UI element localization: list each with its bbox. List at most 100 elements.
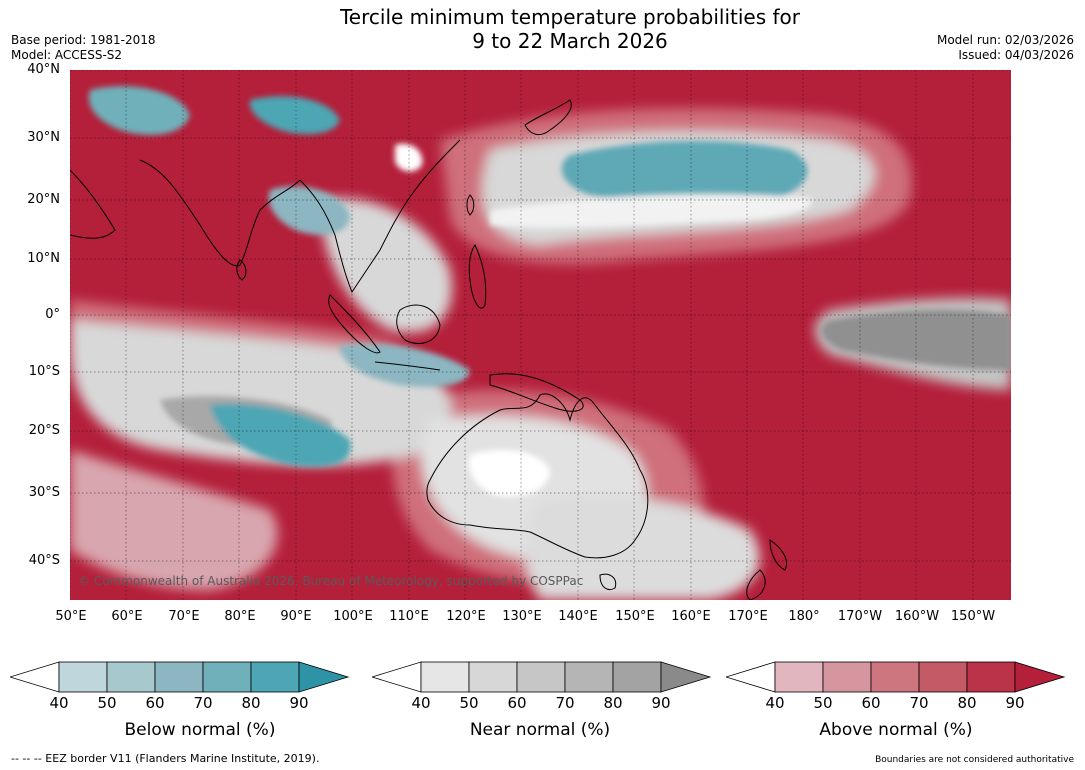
lon-label-60e: 60°E bbox=[111, 609, 143, 624]
colorbar-below-swatch-0 bbox=[58, 661, 108, 693]
colorbar-below bbox=[10, 661, 350, 693]
colorbar-near-tick: 60 bbox=[507, 694, 527, 712]
region-white-australia bbox=[468, 450, 550, 497]
coast-arabia bbox=[70, 169, 116, 239]
lat-label-40s: 40°S bbox=[28, 553, 60, 568]
region-below-normal-indian bbox=[210, 404, 351, 467]
region-near-normal-maritime bbox=[320, 198, 452, 333]
coast-sumatra bbox=[328, 294, 381, 354]
lon-label-140e: 140°E bbox=[558, 609, 598, 624]
lon-label-110e: 110°E bbox=[389, 609, 429, 624]
lat-label-20s: 20°S bbox=[28, 423, 60, 438]
coast-new-zealand-north bbox=[769, 539, 787, 571]
lon-label-130e: 130°E bbox=[502, 609, 542, 624]
coast-tasmania bbox=[599, 573, 617, 590]
model-run: Model run: 02/03/2026 bbox=[936, 33, 1074, 47]
coast-australia bbox=[426, 393, 649, 559]
colorbar-below-swatch-3 bbox=[202, 661, 252, 693]
colorbar-near-tick: 50 bbox=[459, 694, 479, 712]
lat-label-0: 0° bbox=[45, 307, 60, 322]
colorbar-near-swatch-3 bbox=[564, 661, 614, 693]
colorbar-above-tick: 80 bbox=[957, 694, 977, 712]
colorbar-above-swatch-0 bbox=[774, 661, 824, 693]
colorbar-near-swatch-4 bbox=[612, 661, 662, 693]
coast-se-asia bbox=[299, 139, 461, 294]
colorbar-above-swatch-3 bbox=[918, 661, 968, 693]
region-near-normal-dark-pacific bbox=[821, 309, 1011, 370]
base-period: Base period: 1981-2018 bbox=[11, 33, 156, 47]
title-line-2: 9 to 22 March 2026 bbox=[472, 29, 668, 53]
coast-japan bbox=[524, 99, 572, 136]
colorbar-above-tick: 70 bbox=[909, 694, 929, 712]
probability-map bbox=[70, 70, 1011, 600]
coast-borneo bbox=[396, 304, 441, 344]
lat-label-10n: 10°N bbox=[27, 251, 60, 266]
coast-new-guinea bbox=[489, 373, 584, 412]
lat-label-30n: 30°N bbox=[27, 130, 60, 145]
colorbar-near-tick: 70 bbox=[555, 694, 575, 712]
lon-label-70e: 70°E bbox=[168, 609, 200, 624]
colorbar-below-low-extend bbox=[10, 661, 60, 693]
lon-label-90e: 90°E bbox=[280, 609, 312, 624]
region-near-normal-southwest bbox=[70, 450, 278, 590]
lon-label-100e: 100°E bbox=[333, 609, 373, 624]
colorbar-above-high-extend bbox=[1014, 661, 1066, 693]
coast-java bbox=[374, 361, 441, 371]
colorbar-near-low-extend bbox=[372, 661, 422, 693]
colorbar-below-tick: 60 bbox=[145, 694, 165, 712]
lon-label-150w: 150°W bbox=[950, 609, 996, 624]
colorbar-above-swatch-4 bbox=[966, 661, 1016, 693]
meta-right: Model run: 02/03/2026 Issued: 04/03/2026 bbox=[937, 33, 1074, 63]
colorbar-below-tick: 70 bbox=[193, 694, 213, 712]
model-name: Model: ACCESS-S2 bbox=[11, 48, 123, 62]
coast-philippines bbox=[468, 244, 487, 309]
region-below-normal-himalaya bbox=[249, 96, 340, 135]
region-near-normal-south-tasman bbox=[525, 496, 760, 600]
colorbar-near-high-extend bbox=[660, 661, 712, 693]
lat-label-10s: 10°S bbox=[28, 364, 60, 379]
graticule bbox=[70, 70, 1011, 600]
region-below-normal-arabian bbox=[88, 86, 190, 135]
lon-label-180: 180° bbox=[788, 609, 820, 624]
colorbar-below-high-extend bbox=[298, 661, 350, 693]
colorbar-below-tick: 80 bbox=[241, 694, 261, 712]
lon-label-160e: 160°E bbox=[671, 609, 711, 624]
colorbar-near-swatch-1 bbox=[468, 661, 518, 693]
lon-label-170w: 170°W bbox=[837, 609, 883, 624]
colorbar-near-tick: 40 bbox=[411, 694, 431, 712]
colorbar-below-swatch-2 bbox=[154, 661, 204, 693]
colorbar-below-label: Below normal (%) bbox=[124, 720, 276, 740]
colorbar-near-swatch-2 bbox=[516, 661, 566, 693]
colorbar-above-tick: 40 bbox=[765, 694, 785, 712]
colorbar-above-tick: 50 bbox=[813, 694, 833, 712]
colorbar-below-tick: 50 bbox=[97, 694, 117, 712]
lat-label-40n: 40°N bbox=[27, 62, 60, 77]
colorbar-near-tick: 80 bbox=[603, 694, 623, 712]
colorbar-above bbox=[726, 661, 1066, 693]
lat-label-20n: 20°N bbox=[27, 192, 60, 207]
lat-label-30s: 30°S bbox=[28, 485, 60, 500]
colorbar-above-swatch-1 bbox=[822, 661, 872, 693]
eez-note: -- -- -- EEZ border V11 (Flanders Marine… bbox=[11, 752, 320, 765]
region-white-north-pacific-band bbox=[490, 194, 812, 228]
coast-india bbox=[139, 159, 301, 267]
colorbar-above-swatch-2 bbox=[870, 661, 920, 693]
lon-label-120e: 120°E bbox=[446, 609, 486, 624]
lon-label-150e: 150°E bbox=[615, 609, 655, 624]
chart-title: Tercile minimum temperature probabilitie… bbox=[0, 5, 1085, 53]
title-line-1: Tercile minimum temperature probabilitie… bbox=[339, 5, 801, 29]
colorbar-above-low-extend bbox=[726, 661, 776, 693]
coast-new-zealand-south bbox=[746, 569, 766, 600]
colorbar-below-swatch-1 bbox=[106, 661, 156, 693]
colorbar-above-tick: 90 bbox=[1005, 694, 1025, 712]
coastlines bbox=[70, 99, 787, 600]
coast-sri-lanka bbox=[236, 259, 247, 281]
region-below-normal-north-pacific bbox=[561, 140, 808, 206]
colorbar-near-tick: 90 bbox=[651, 694, 671, 712]
coast-taiwan bbox=[466, 194, 475, 216]
issued-date: Issued: 04/03/2026 bbox=[958, 48, 1074, 62]
lon-label-80e: 80°E bbox=[224, 609, 256, 624]
colorbar-below-tick: 40 bbox=[49, 694, 69, 712]
colorbar-near bbox=[372, 661, 712, 693]
boundaries-note: Boundaries are not considered authoritat… bbox=[875, 755, 1074, 765]
